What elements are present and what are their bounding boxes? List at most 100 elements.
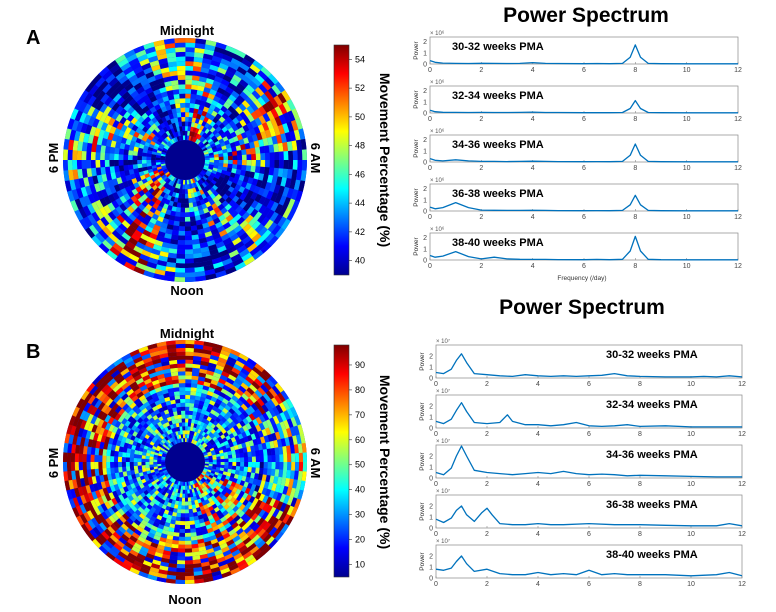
polar-a-cell [192, 187, 197, 193]
polar-a-cell [107, 99, 117, 109]
polar-a-cell [170, 176, 175, 182]
polar-b-cell [207, 469, 212, 473]
polar-b-cell [120, 498, 128, 507]
polar-b-cell [107, 499, 115, 508]
polar-b-cell [245, 415, 253, 424]
polar-b-cell [219, 542, 228, 550]
polar-b-cell [192, 559, 202, 565]
colorbar-b-tick-label: 40 [355, 485, 365, 495]
polar-a-cell [154, 120, 161, 127]
polar-b-cell [194, 436, 198, 441]
polar-a-cell [96, 136, 104, 146]
polar-b-cell [161, 360, 170, 367]
polar-a-cell [185, 135, 188, 141]
polar-a-cell [208, 69, 218, 76]
spectrum-b-exponent: × 10⁷ [436, 538, 450, 545]
polar-b-cell [102, 461, 107, 469]
polar-a-cell [73, 130, 81, 142]
polar-b-cell [164, 376, 173, 382]
polar-a-cell [218, 129, 225, 136]
polar-a-cell [209, 248, 219, 256]
polar-a-cell [250, 165, 256, 173]
polar-a-cell [220, 218, 229, 226]
polar-a-cell [68, 169, 74, 181]
polar-a-cell [235, 121, 243, 130]
spectrum-a-ytick-label: 0 [423, 111, 427, 118]
polar-b-cell [191, 375, 199, 381]
polar-b-cell [122, 485, 129, 493]
polar-a-cell [184, 203, 190, 208]
spectrum-b-xtick-label: 10 [687, 481, 695, 488]
polar-b-cell [248, 420, 256, 429]
polar-b-cell [185, 367, 193, 372]
polar-a-cell [234, 129, 242, 137]
polar-b-cell [132, 440, 138, 447]
polar-b-cell [120, 523, 129, 531]
polar-b-cell [114, 445, 120, 452]
polar-b-cell [169, 477, 174, 482]
polar-b-cell [154, 518, 161, 524]
polar-b-cell [175, 402, 181, 408]
polar-a-cell [208, 174, 215, 180]
polar-b-cell [234, 378, 244, 386]
polar-a-cell [278, 151, 284, 161]
polar-a-cell [181, 198, 185, 204]
polar-a-cell [173, 220, 180, 227]
polar-b-cell [208, 426, 214, 432]
polar-a-cell [267, 73, 279, 85]
polar-a-cell [156, 152, 162, 156]
polar-b-cell [143, 410, 151, 417]
polar-b-cell [191, 379, 199, 385]
polar-b-cell [157, 476, 163, 481]
polar-a-cell [165, 104, 172, 111]
polar-b-cell [228, 433, 235, 439]
polar-b-cell [124, 496, 131, 504]
polar-b-cell [95, 440, 101, 449]
polar-a-cell [203, 48, 215, 56]
polar-b-cell [227, 528, 236, 537]
polar-b-cell [271, 432, 278, 442]
polar-a-cell [266, 190, 274, 201]
polar-b-cell [104, 406, 112, 415]
polar-a-cell [170, 138, 176, 144]
polar-a-cell [203, 151, 209, 155]
polar-b-cell [225, 525, 234, 533]
polar-a-cell [120, 137, 128, 145]
polar-b-cell [213, 389, 222, 396]
polar-a-cell [163, 38, 176, 45]
polar-b-cell [149, 466, 155, 471]
polar-b-cell [112, 478, 118, 486]
polar-a-cell [266, 174, 274, 184]
polar-b-cell [180, 434, 184, 439]
polar-b-cell [230, 420, 237, 428]
polar-a-cell [199, 183, 205, 190]
polar-a-cell [99, 197, 108, 208]
polar-a-cell [63, 148, 69, 160]
polar-a-cell [220, 58, 232, 67]
polar-a-cell [193, 177, 198, 183]
polar-a-cell [185, 102, 191, 108]
polar-a-cell [191, 197, 197, 203]
polar-a-cell [291, 108, 300, 121]
polar-a-cell [168, 129, 173, 135]
polar-b-cell [206, 370, 215, 376]
polar-b-cell [276, 439, 283, 448]
polar-a-cell [241, 211, 251, 221]
polar-b-cell [128, 408, 135, 416]
polar-b-cell [206, 390, 214, 397]
polar-a-cell [178, 221, 185, 227]
polar-a-cell [251, 90, 261, 100]
polar-a-cell [189, 188, 194, 194]
polar-b-cell [122, 403, 130, 411]
polar-a-cell [142, 126, 149, 133]
polar-a-cell [98, 129, 106, 139]
polar-b-cell [161, 433, 167, 438]
polar-a-cell [185, 51, 195, 57]
polar-b-cell [237, 443, 243, 450]
polar-a-cell [164, 144, 170, 149]
polar-a-cell [234, 261, 246, 271]
polar-b-cell [204, 480, 210, 485]
polar-b-cell [185, 363, 194, 368]
polar-a-cell [137, 151, 143, 157]
polar-b-cell [190, 422, 195, 428]
